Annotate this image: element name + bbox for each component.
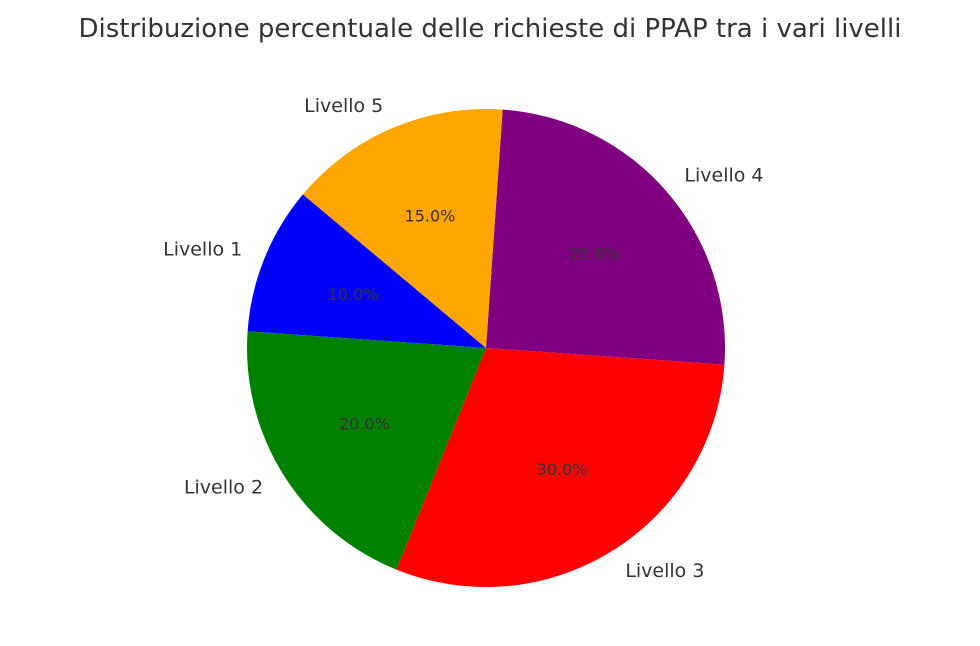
pie-slice-5 <box>302 108 503 348</box>
slice-label-4: Livello 4 <box>684 165 763 187</box>
pie-slice-4 <box>486 109 726 365</box>
slice-label-3: Livello 3 <box>625 560 704 582</box>
pct-label-5: 15.0% <box>405 207 456 226</box>
pct-label-4: 25.0% <box>569 244 620 263</box>
pie-slice-3 <box>396 348 725 588</box>
pie-slice-2 <box>246 331 486 570</box>
slice-label-1: Livello 1 <box>163 239 242 261</box>
labels-layer: Livello 1 10.0% Livello 2 20.0% Livello 3 30.… <box>163 95 763 582</box>
chart-title: Distribuzione percentuale delle richiest… <box>78 14 902 44</box>
pct-label-3: 30.0% <box>537 460 588 479</box>
pct-label-2: 20.0% <box>339 414 390 433</box>
slice-label-2: Livello 2 <box>184 476 263 498</box>
pct-label-1: 10.0% <box>328 285 379 304</box>
slices-layer <box>246 108 726 588</box>
slice-label-5: Livello 5 <box>304 95 383 117</box>
pie-slice-1 <box>247 194 486 348</box>
